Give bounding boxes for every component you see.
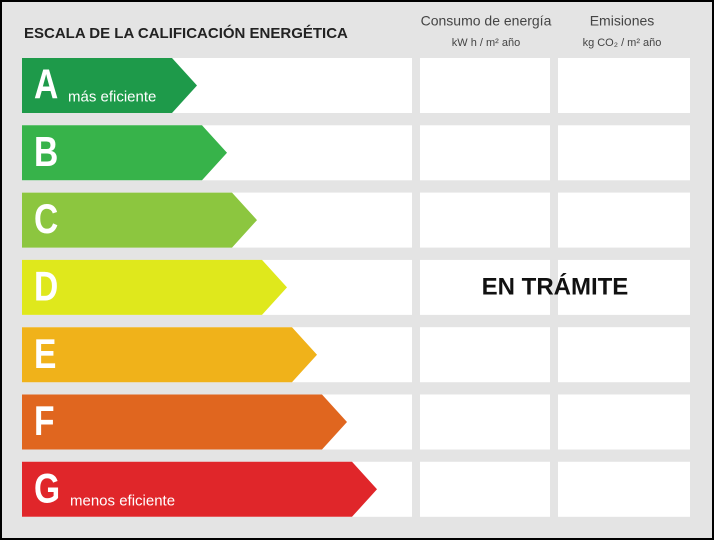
rating-arrow [22,125,227,181]
rating-arrow [22,58,197,113]
value-cell [558,394,690,450]
value-cell [420,394,550,450]
column-title: Consumo de energía [421,13,552,29]
value-cell [420,461,550,517]
rating-letter: D [34,264,58,310]
rating-letter: A [34,62,58,108]
rating-letter: B [34,129,58,175]
rating-arrow [22,394,347,450]
rating-arrow [22,327,317,383]
column-title: Emisiones [590,13,655,29]
column-unit: kW h / m² año [452,37,520,49]
title: ESCALA DE LA CALIFICACIÓN ENERGÉTICA [24,24,348,42]
value-cell [558,327,690,383]
value-cell [420,327,550,383]
column-unit: kg CO₂ / m² año [583,37,662,49]
rating-letter: C [34,197,58,243]
rating-letter: E [34,331,56,377]
rating-note: menos eficiente [70,492,175,509]
value-cell [420,259,550,315]
value-cell [420,125,550,181]
value-cell [420,58,550,113]
value-cell [558,58,690,113]
value-cell [558,461,690,517]
value-cell [558,192,690,248]
rating-arrow [22,192,257,248]
rating-arrow [22,461,377,517]
value-cell [420,192,550,248]
rating-note: más eficiente [68,88,156,105]
status: EN TRÁMITE [482,272,629,300]
value-cell [558,125,690,181]
rating-letter: F [34,399,55,445]
value-cell [558,259,690,315]
rating-letter: G [34,466,60,512]
rating-arrow [22,259,287,315]
